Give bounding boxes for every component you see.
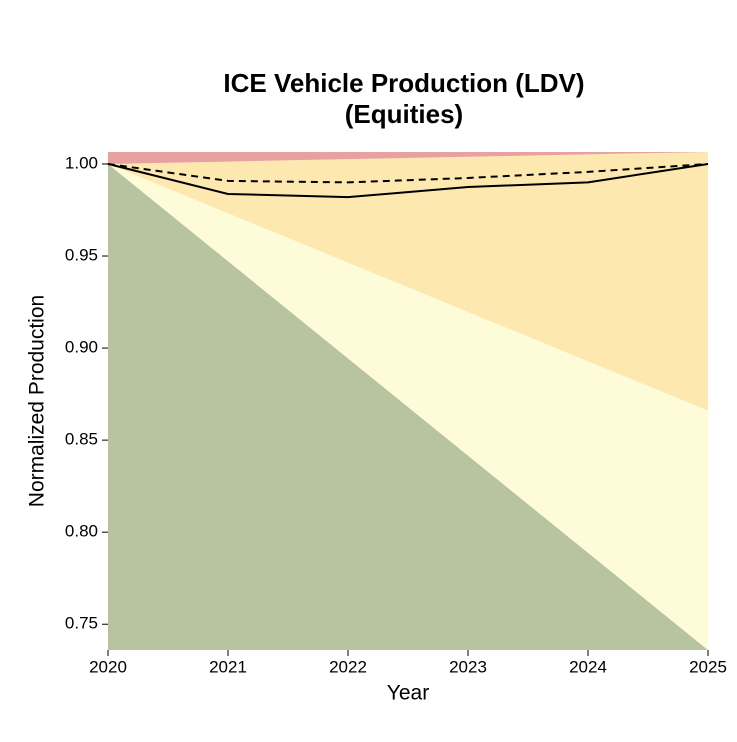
area-band [108,152,708,164]
chart-title: ICE Vehicle Production (LDV) [223,68,584,98]
y-tick-label: 1.00 [65,153,98,172]
y-tick-label: 0.75 [65,614,98,633]
area-band [108,163,708,650]
line [107,162,709,199]
y-tick-label: 0.95 [65,246,98,265]
x-tick-label: 2021 [209,657,247,676]
y-tick-label: 0.90 [65,338,98,357]
x-tick-label: 2023 [449,657,487,676]
area-band [108,152,708,411]
x-tick-label: 2024 [569,657,607,676]
x-tick-label: 2025 [689,657,727,676]
y-axis-label: Normalized Production [26,295,49,507]
x-tick-label: 2022 [329,657,367,676]
x-tick-label: 2020 [89,657,127,676]
y-tick-label: 0.80 [65,522,98,541]
chart-title: (Equities) [345,99,463,129]
y-tick-label: 0.85 [65,430,98,449]
x-axis-label: Year [387,682,429,705]
line [107,162,709,184]
